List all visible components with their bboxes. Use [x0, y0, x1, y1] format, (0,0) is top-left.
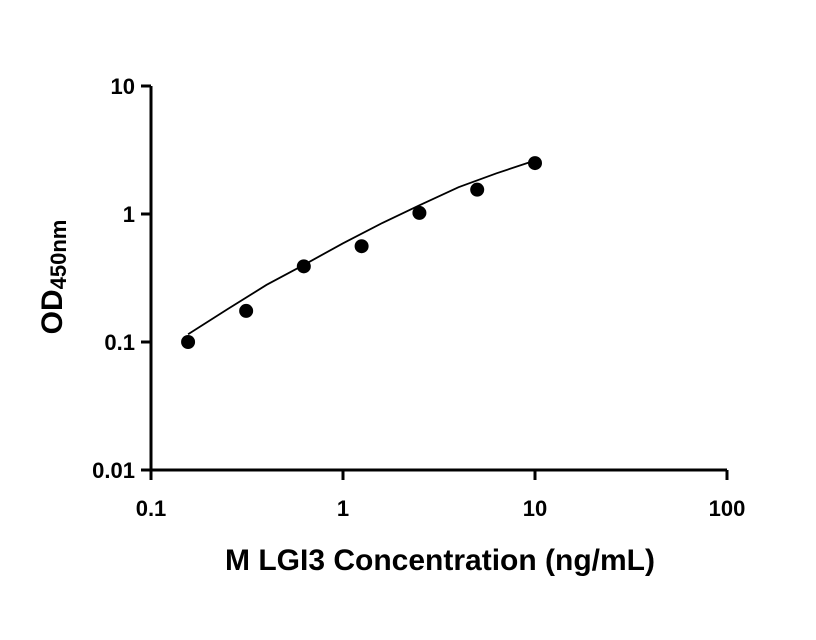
fit-curve	[187, 159, 536, 335]
data-point	[239, 303, 254, 318]
y-tick-label: 0.1	[104, 330, 135, 355]
x-tick-label: 0.1	[136, 496, 167, 521]
y-tick-label: 10	[111, 74, 135, 99]
y-axis-title-subscript: 450nm	[46, 220, 71, 290]
x-tick-label: 10	[523, 496, 547, 521]
y-axis-title-main: OD	[36, 289, 69, 334]
data-point	[470, 182, 485, 197]
y-tick-label: 1	[123, 202, 135, 227]
data-point	[528, 156, 542, 171]
x-ticks: 0.1 1 10 100	[136, 470, 746, 521]
x-axis-title: M LGI3 Concentration (ng/mL)	[225, 544, 655, 577]
x-tick-label: 100	[709, 496, 746, 521]
x-tick-label: 1	[337, 496, 349, 521]
data-points	[181, 156, 542, 349]
y-tick-label: 0.01	[92, 458, 135, 483]
y-ticks: 0.01 0.1 1 10	[92, 74, 151, 483]
data-point	[354, 239, 369, 254]
data-point	[296, 259, 311, 274]
data-point	[181, 335, 196, 349]
y-axis-title: OD450nm	[36, 220, 71, 335]
data-point	[412, 205, 427, 220]
